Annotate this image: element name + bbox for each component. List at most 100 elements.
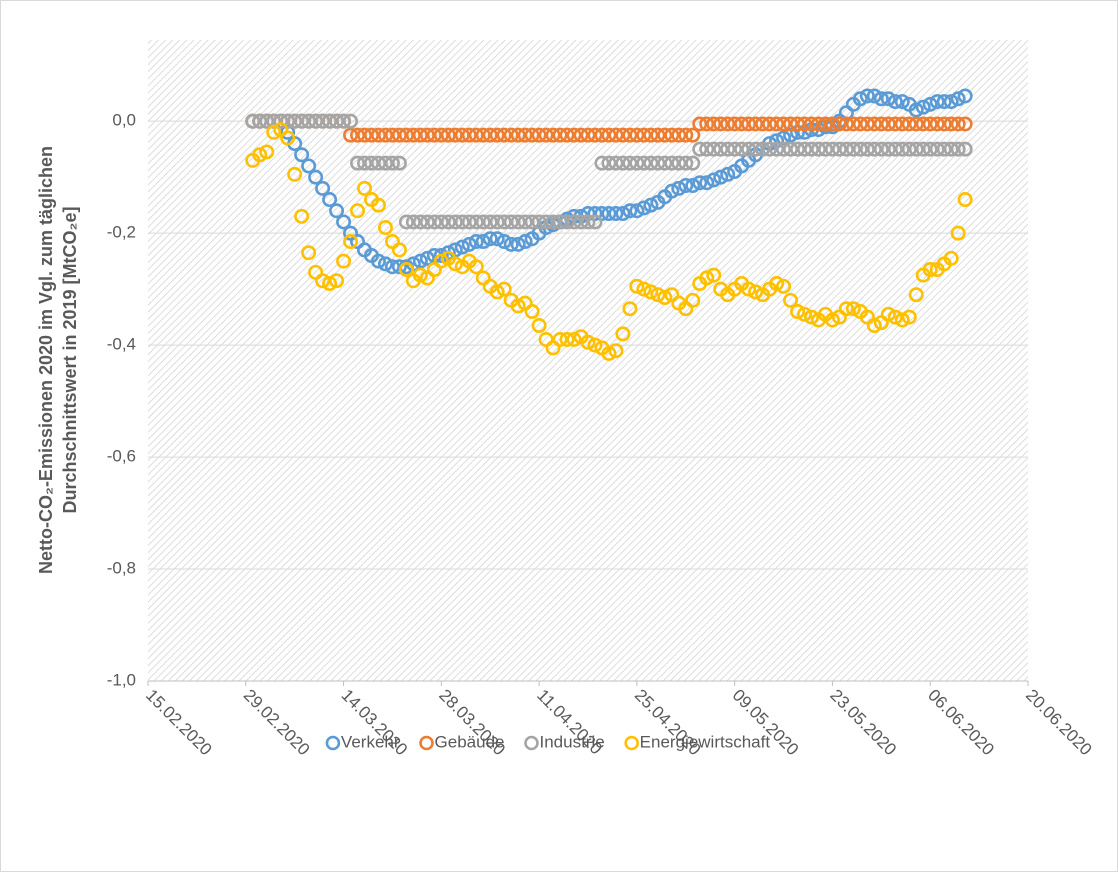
point (685, 127, 701, 143)
point (370, 253, 386, 269)
point (336, 113, 352, 129)
point (412, 267, 428, 283)
point (929, 94, 945, 110)
point (643, 155, 659, 171)
point (343, 113, 359, 129)
point (950, 141, 966, 157)
point (294, 208, 310, 224)
point (608, 206, 624, 222)
point (433, 253, 449, 269)
point (734, 141, 750, 157)
point (343, 127, 359, 143)
point (461, 214, 477, 230)
point (475, 127, 491, 143)
point (699, 175, 715, 191)
legend-label: Gebäude (435, 732, 505, 751)
point (496, 281, 512, 297)
point (692, 141, 708, 157)
point (608, 343, 624, 359)
point (245, 113, 261, 129)
legend-marker (524, 735, 539, 751)
point (741, 116, 757, 132)
point (294, 147, 310, 163)
point (405, 127, 421, 143)
point (852, 141, 868, 157)
point (803, 116, 819, 132)
point (810, 116, 826, 132)
point (461, 236, 477, 252)
point (287, 166, 303, 182)
point (384, 155, 400, 171)
point (454, 239, 470, 255)
point (350, 155, 366, 171)
point (748, 141, 764, 157)
point (720, 166, 736, 182)
point (741, 281, 757, 297)
point (391, 127, 407, 143)
point (357, 155, 373, 171)
y-tick-label: -0,8 (107, 559, 136, 578)
point (559, 332, 575, 348)
point (880, 91, 896, 107)
point (419, 214, 435, 230)
point (720, 116, 736, 132)
point (922, 116, 938, 132)
point (873, 141, 889, 157)
point (901, 141, 917, 157)
point (301, 158, 317, 174)
point (517, 234, 533, 250)
point (824, 141, 840, 157)
point (608, 155, 624, 171)
point (503, 127, 519, 143)
point (601, 155, 617, 171)
point (643, 197, 659, 213)
point (957, 192, 973, 208)
point (433, 214, 449, 230)
point (322, 113, 338, 129)
point (580, 214, 596, 230)
point (468, 127, 484, 143)
point (657, 127, 673, 143)
point (391, 259, 407, 275)
point (517, 127, 533, 143)
legend: Verkehr Gebäude Industrie Energiewirtschaft (325, 732, 770, 751)
point (447, 256, 463, 272)
point (887, 94, 903, 110)
point (741, 141, 757, 157)
point (587, 127, 603, 143)
point (370, 155, 386, 171)
point (552, 214, 568, 230)
point (524, 127, 540, 143)
point (880, 306, 896, 322)
point (489, 231, 505, 247)
point (803, 309, 819, 325)
point (377, 127, 393, 143)
point (412, 253, 428, 269)
point (315, 273, 331, 289)
point (370, 197, 386, 213)
point (252, 113, 268, 129)
point (294, 113, 310, 129)
point (419, 127, 435, 143)
point (566, 332, 582, 348)
point (762, 141, 778, 157)
point (824, 312, 840, 328)
point (950, 225, 966, 241)
point (929, 141, 945, 157)
point (608, 127, 624, 143)
point (447, 127, 463, 143)
point (866, 318, 882, 334)
point (845, 301, 861, 317)
point (384, 127, 400, 143)
point (580, 334, 596, 350)
point (475, 214, 491, 230)
point (657, 155, 673, 171)
point (566, 127, 582, 143)
point (377, 155, 393, 171)
point (831, 116, 847, 132)
point (573, 127, 589, 143)
point (699, 270, 715, 286)
point (643, 284, 659, 300)
point (315, 180, 331, 196)
legend-label: Verkehr (341, 732, 400, 751)
